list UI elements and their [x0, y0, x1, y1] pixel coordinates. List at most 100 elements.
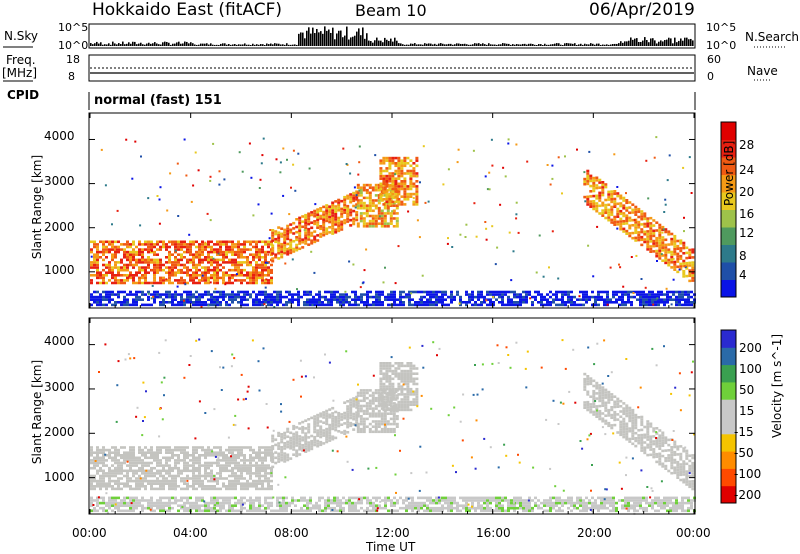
echo-cell — [102, 479, 105, 483]
echo-cell — [616, 212, 620, 216]
echo-cell — [141, 496, 144, 500]
echo-cell — [255, 266, 258, 269]
echo-cell — [116, 209, 119, 212]
nsky-activity-bar — [372, 42, 374, 46]
echo-cell — [174, 293, 177, 296]
echo-cell — [261, 456, 264, 460]
echo-cell — [135, 293, 138, 296]
echo-cell — [634, 426, 638, 430]
echo-cell — [141, 466, 144, 470]
echo-cell — [111, 501, 114, 505]
nsky-activity-bar — [532, 44, 534, 46]
echo-cell — [391, 200, 395, 204]
echo-cell — [120, 301, 123, 304]
echo-cell — [135, 485, 138, 488]
echo-cell — [640, 217, 644, 221]
echo-cell — [261, 248, 264, 251]
echo-cell — [168, 261, 171, 264]
echo-cell — [231, 456, 234, 460]
echo-cell — [105, 250, 108, 254]
echo-cell — [663, 211, 666, 213]
echo-cell — [685, 480, 689, 484]
echo-cell — [645, 295, 648, 299]
echo-cell — [345, 301, 348, 304]
echo-cell — [283, 238, 287, 242]
echo-cell — [621, 293, 624, 296]
echo-cell — [634, 205, 638, 209]
echo-cell — [195, 303, 198, 307]
echo-cell — [144, 303, 147, 307]
echo-cell — [480, 303, 483, 307]
echo-cell — [210, 240, 213, 244]
echo-cell — [252, 485, 255, 488]
echo-cell — [516, 295, 519, 299]
echo-cell — [619, 202, 623, 205]
echo-cell — [90, 487, 93, 491]
echo-cell — [138, 487, 141, 491]
echo-cell — [210, 454, 213, 457]
echo-cell — [382, 180, 386, 183]
nsky-activity-bar — [688, 39, 690, 46]
echo-cell — [670, 461, 674, 465]
echo-cell — [135, 281, 138, 285]
nsky-activity-bar — [218, 44, 220, 46]
echo-cell — [586, 182, 590, 186]
echo-cell — [183, 271, 186, 274]
echo-cell — [197, 169, 200, 172]
echo-cell — [150, 454, 153, 457]
nsky-activity-bar — [182, 43, 184, 46]
echo-cell — [120, 499, 123, 502]
echo-cell — [661, 238, 665, 242]
echo-cell — [141, 281, 144, 285]
echo-cell — [96, 446, 99, 449]
echo-cell — [304, 239, 308, 243]
echo-cell — [660, 301, 663, 304]
echo-cell — [389, 399, 393, 403]
echo-cell — [382, 395, 386, 399]
echo-cell — [111, 293, 114, 296]
echo-cell — [318, 298, 321, 301]
echo-cell — [371, 188, 375, 192]
echo-cell — [438, 298, 441, 301]
echo-cell — [252, 464, 255, 467]
echo-cell — [687, 298, 690, 301]
nsky-activity-bar — [528, 43, 530, 46]
echo-cell — [356, 194, 360, 197]
echo-cell — [322, 431, 326, 435]
echo-cell — [168, 268, 171, 272]
echo-cell — [93, 464, 96, 467]
echo-cell — [240, 274, 243, 277]
echo-cell — [219, 303, 222, 307]
echo-cell — [207, 454, 210, 457]
echo-cell — [592, 397, 596, 401]
echo-cell — [374, 188, 378, 192]
echo-cell — [385, 385, 389, 388]
echo-cell — [371, 204, 375, 207]
echo-cell — [183, 451, 186, 454]
echo-cell — [292, 432, 296, 436]
echo-cell — [355, 401, 359, 404]
echo-cell — [286, 430, 290, 433]
echo-cell — [168, 456, 171, 460]
echo-cell — [174, 261, 177, 264]
echo-cell — [418, 236, 421, 239]
echo-cell — [261, 256, 264, 259]
echo-cell — [383, 427, 387, 431]
echo-cell — [238, 151, 241, 154]
echo-cell — [551, 164, 554, 167]
echo-cell — [598, 186, 602, 189]
echo-cell — [129, 506, 132, 510]
echo-cell — [429, 303, 432, 307]
echo-cell — [120, 456, 123, 460]
echo-cell — [177, 303, 180, 307]
echo-cell — [126, 240, 129, 244]
echo-cell — [289, 228, 293, 232]
echo-cell — [316, 216, 320, 219]
echo-cell — [386, 188, 390, 192]
echo-cell — [613, 218, 617, 221]
echo-cell — [286, 458, 290, 462]
echo-cell — [616, 186, 619, 188]
echo-cell — [586, 203, 590, 206]
echo-cell — [682, 262, 686, 265]
echo-cell — [120, 290, 123, 294]
